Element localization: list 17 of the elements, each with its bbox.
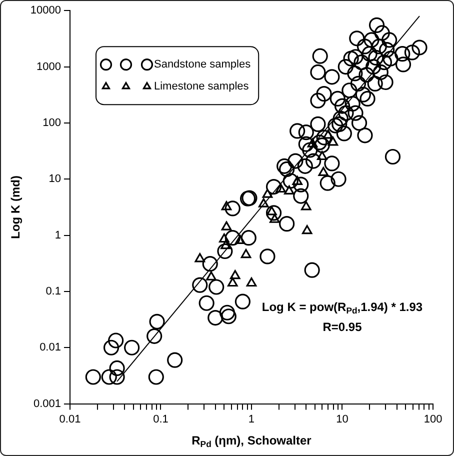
- x-tick-label: 0.01: [59, 413, 81, 426]
- x-tick-label: 100: [424, 413, 442, 426]
- x-tick-label: 1: [248, 413, 255, 426]
- y-tick-label: 1: [54, 229, 61, 242]
- y-tick-label: 100: [42, 116, 61, 129]
- x-tick-label: 0.1: [153, 413, 168, 426]
- y-tick-label: 0.01: [40, 342, 61, 354]
- y-tick-label: 10000: [30, 4, 61, 17]
- legend-label: Sandstone samples: [154, 58, 252, 71]
- y-tick-label: 0.001: [33, 398, 61, 410]
- annotation: R=0.95: [322, 320, 362, 334]
- y-axis-title: Log K (md): [8, 176, 23, 239]
- x-tick-label: 10: [336, 413, 348, 426]
- legend-label: Limestone samples: [154, 80, 250, 93]
- y-tick-label: 0.1: [46, 285, 61, 298]
- y-tick-label: 1000: [36, 60, 61, 73]
- y-tick-label: 10: [48, 173, 61, 186]
